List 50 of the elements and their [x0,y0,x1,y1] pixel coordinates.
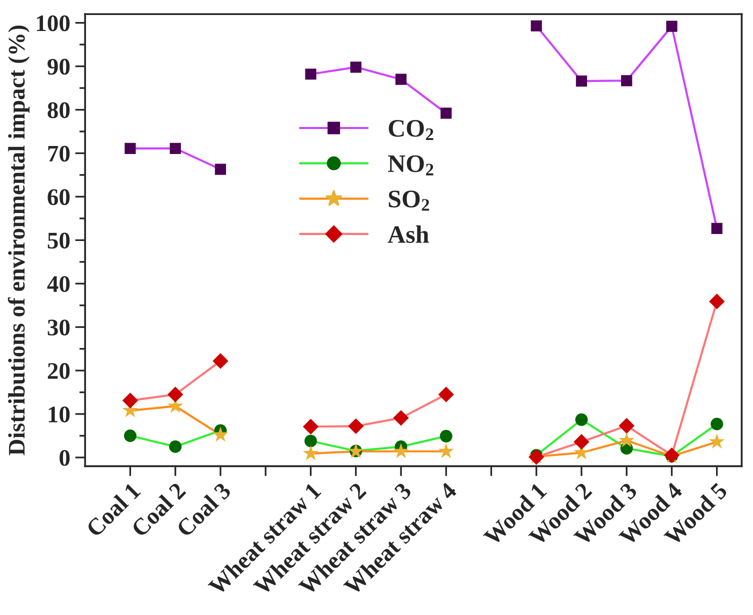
point [212,353,228,369]
point [666,20,678,32]
point [440,108,452,119]
point [122,392,138,408]
point [302,418,319,434]
legend-label: Ash [388,225,429,243]
point [170,142,181,154]
point [710,418,724,430]
y-tick-label: 80 [48,102,70,118]
point [393,410,409,426]
y-tick-label: 30 [48,320,70,336]
point [305,68,316,80]
y-tick-label: 60 [48,189,70,206]
point [575,413,588,426]
point [708,433,725,449]
point [304,434,317,448]
point [621,75,632,86]
y-tick-label: 40 [47,276,70,292]
point [393,443,409,458]
point [530,20,542,32]
point [438,443,454,458]
point [302,445,319,460]
point [124,142,136,154]
legend-label: CO$_{2}$ [388,120,434,140]
y-tick-label: 50 [48,232,70,249]
point [709,294,725,310]
point [350,62,362,73]
y-tick-label: 0 [60,450,70,466]
point [395,74,407,85]
y-tick-label: 90 [48,58,70,75]
y-tick-label: 20 [48,363,70,379]
point [440,430,452,442]
point [576,76,588,87]
point [711,222,722,234]
y-tick-label: 70 [48,146,70,162]
y-axis-title: Distributions of environmental impact (%) [8,26,30,456]
point [212,426,228,442]
point [618,418,634,434]
point [348,418,364,434]
y-tick-label: 100 [36,15,70,32]
point [618,432,635,448]
point [167,386,184,402]
point [124,429,136,442]
point [438,386,454,402]
point [169,440,182,453]
legend-label: NO$_{2}$ [388,155,434,176]
point [574,434,590,450]
point [214,164,226,175]
y-tick-label: 10 [48,406,70,422]
legend-label: SO$_{2}$ [388,190,430,211]
